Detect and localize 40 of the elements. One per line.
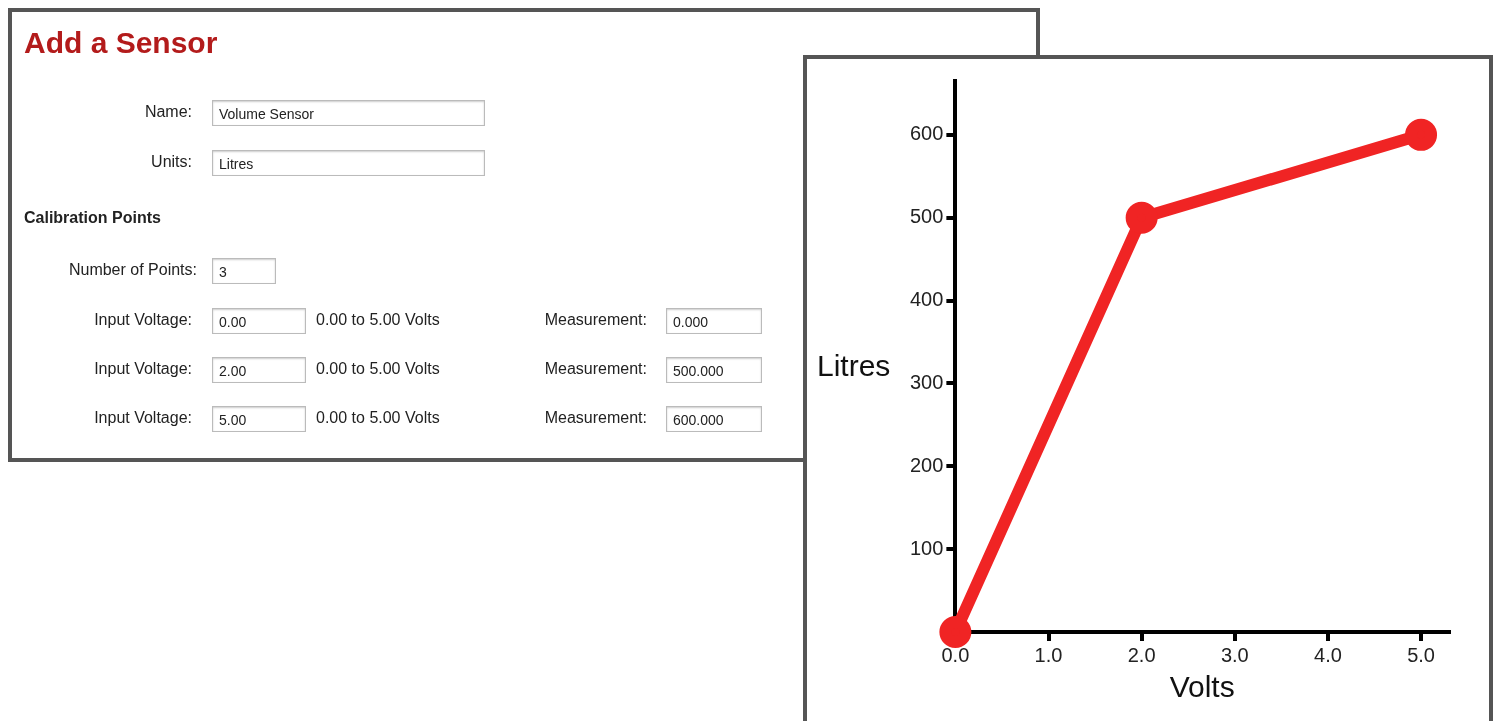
- y-tick-label: 200: [909, 453, 944, 476]
- text: Litres: [212, 150, 485, 176]
- x-tick-label: 1.0: [1034, 643, 1063, 666]
- y-tick-label: 300: [909, 370, 944, 393]
- text: Measurement:: [543, 408, 647, 428]
- x-tick-label: 3.0: [1220, 643, 1249, 666]
- text: Input Voltage:: [93, 359, 192, 379]
- text: 0.000: [666, 308, 762, 334]
- text: Measurement:: [543, 359, 647, 379]
- x-tick-label: 0.0: [941, 643, 970, 666]
- text: Measurement:: [543, 310, 647, 330]
- text: Name:: [143, 102, 192, 122]
- text: 2.00: [212, 357, 306, 383]
- point: [1405, 118, 1438, 151]
- text: 500.000: [666, 357, 762, 383]
- text: 3: [212, 258, 276, 284]
- text: Add a Sensor: [24, 26, 218, 60]
- point: [939, 616, 972, 648]
- y-tick-label: 400: [909, 288, 944, 311]
- text: 0.00: [212, 308, 306, 334]
- text: 0.00 to 5.00 Volts: [316, 310, 440, 330]
- text: 0.00 to 5.00 Volts: [316, 359, 440, 379]
- y-tick-label: 100: [909, 536, 944, 559]
- text: 0.00 to 5.00 Volts: [316, 408, 440, 428]
- point: [1125, 201, 1158, 234]
- text: 600.000: [666, 406, 762, 432]
- y-axis-title: Litres: [817, 349, 891, 383]
- y-tick-label: 600: [909, 122, 944, 145]
- x-tick-label: 5.0: [1407, 643, 1435, 666]
- text: Calibration Points: [24, 208, 161, 228]
- x-tick-label: 4.0: [1314, 643, 1342, 666]
- text: 5.00: [212, 406, 306, 432]
- text: Input Voltage:: [93, 310, 192, 330]
- x-tick-label: 2.0: [1127, 643, 1156, 666]
- text: Number of Points:: [67, 260, 197, 280]
- y-tick-label: 500: [909, 205, 944, 228]
- text: Volume Sensor: [212, 100, 485, 126]
- text: Input Voltage:: [93, 408, 192, 428]
- x-axis-title: Volts: [1169, 670, 1235, 704]
- text: Units:: [150, 152, 192, 172]
